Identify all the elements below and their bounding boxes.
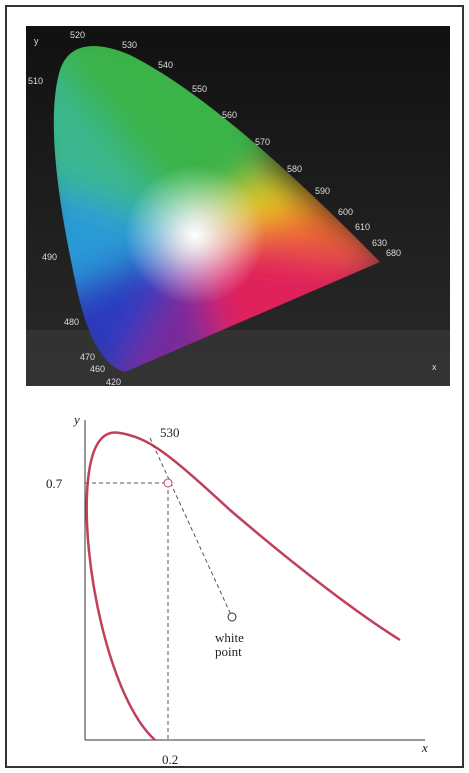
- figure: 520 530 540 550 560 570 580 590 600610630680 510 4…: [0, 0, 469, 773]
- axis-label: y: [34, 36, 39, 46]
- white-point: [228, 613, 236, 621]
- wavelength-label: 530: [160, 425, 180, 440]
- x-value: 0.2: [162, 752, 178, 767]
- wavelength-label: 570: [255, 137, 270, 147]
- axis-label: y: [72, 412, 80, 427]
- wavelength-label: 480: [64, 317, 79, 327]
- axis-label: x: [432, 362, 437, 372]
- wavelength-label: 420: [106, 377, 121, 387]
- wavelength-label: 510: [28, 76, 43, 86]
- wavelength-label: 630: [372, 238, 387, 248]
- wavelength-label: 490: [42, 252, 57, 262]
- wavelength-label: 610: [355, 222, 370, 232]
- wavelength-label: 530: [122, 40, 137, 50]
- wavelength-label: 680: [386, 248, 401, 258]
- wavelength-label: 580: [287, 164, 302, 174]
- wavelength-label: 560: [222, 110, 237, 120]
- white-point-label: white: [215, 630, 244, 645]
- y-value: 0.7: [46, 476, 63, 491]
- wavelength-label: 550: [192, 84, 207, 94]
- wavelength-label: 460: [90, 364, 105, 374]
- wavelength-label: 600: [338, 207, 353, 217]
- wavelength-label: 470: [80, 352, 95, 362]
- axis-label: x: [421, 740, 428, 755]
- wavelength-label: 520: [70, 30, 85, 40]
- white-point-label: point: [215, 644, 242, 659]
- wavelength-label: 590: [315, 186, 330, 196]
- wavelength-label: 540: [158, 60, 173, 70]
- point: [164, 479, 172, 487]
